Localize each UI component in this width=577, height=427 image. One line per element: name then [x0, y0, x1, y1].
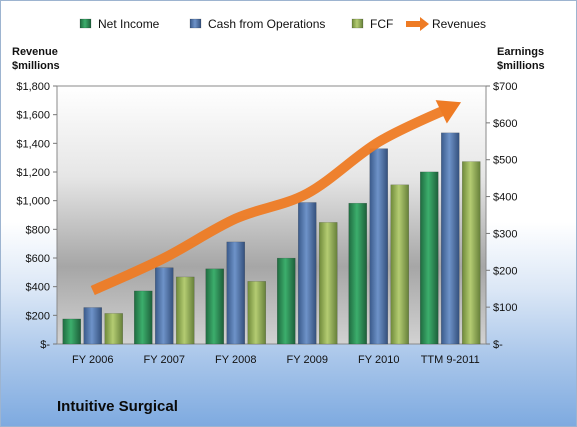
left-tick-label: $800: [26, 224, 50, 236]
bar-net-income: [205, 268, 224, 345]
right-tick-label: $-: [493, 339, 503, 351]
x-axis-ticks: FY 2006 FY 2007 FY 2008 FY 2009 FY 2010 TTM 9…: [72, 354, 480, 366]
bar-fcf: [462, 161, 481, 345]
bar-net-income: [277, 257, 296, 345]
company-name: Intuitive Surgical: [57, 398, 178, 415]
bar-cash-from-operations: [155, 267, 174, 345]
legend-swatch-net-income: [79, 18, 92, 29]
right-tick-label: $100: [493, 302, 517, 314]
right-tick-label: $700: [493, 81, 517, 93]
bar-fcf: [319, 222, 338, 345]
left-tick-label: $1,000: [16, 196, 50, 208]
left-tick-label: $200: [26, 310, 50, 322]
legend-label: Revenues: [432, 17, 486, 31]
right-tick-label: $500: [493, 155, 517, 167]
left-tick-label: $1,600: [16, 110, 50, 122]
right-tick-label: $200: [493, 265, 517, 277]
legend-swatch-cash-from-operations: [189, 18, 202, 29]
bar-net-income: [348, 202, 367, 345]
legend-label: Net Income: [98, 17, 160, 31]
legend-swatch-revenues-arrow: [420, 17, 429, 31]
x-tick-label: TTM 9-2011: [421, 354, 480, 366]
x-tick-label: FY 2010: [358, 354, 399, 366]
bar-cash-from-operations: [298, 202, 317, 345]
bar-net-income: [134, 290, 153, 345]
legend-swatch-fcf: [351, 18, 364, 29]
x-tick-label: FY 2009: [287, 354, 328, 366]
left-axis-title-line2: $millions: [12, 60, 60, 72]
x-tick-label: FY 2008: [215, 354, 256, 366]
bar-fcf: [176, 276, 195, 345]
x-tick-label: FY 2007: [144, 354, 185, 366]
legend: Net Income Cash from Operations FCF Revenue…: [79, 17, 486, 31]
right-axis-title-line1: Earnings: [497, 46, 544, 58]
bar-fcf: [247, 281, 266, 345]
x-tick-label: FY 2006: [72, 354, 113, 366]
bar-series: [62, 132, 481, 345]
bar-cash-from-operations: [83, 307, 102, 345]
left-tick-label: $1,800: [16, 81, 50, 93]
revenue-arrowhead: [435, 100, 462, 124]
revenue-line: [90, 102, 453, 296]
right-tick-label: $600: [493, 118, 517, 130]
left-tick-label: $600: [26, 253, 50, 265]
bar-net-income: [62, 318, 81, 345]
bar-fcf: [390, 184, 409, 345]
left-tick-label: $1,200: [16, 167, 50, 179]
left-axis-ticks: $- $200 $400 $600 $800 $1,000 $1,200 $1,400 $1,6…: [16, 81, 57, 351]
bar-cash-from-operations: [441, 132, 460, 345]
legend-label: Cash from Operations: [208, 17, 325, 31]
bar-cash-from-operations: [226, 241, 245, 345]
right-tick-label: $400: [493, 192, 517, 204]
right-axis-ticks: $- $100 $200 $300 $400 $500 $600 $700: [486, 81, 517, 351]
bar-cash-from-operations: [369, 148, 388, 345]
bar-net-income: [420, 171, 439, 345]
revenue-series: [90, 100, 462, 296]
left-tick-label: $1,400: [16, 138, 50, 150]
legend-label: FCF: [370, 17, 393, 31]
left-tick-label: $-: [40, 339, 50, 351]
bar-fcf: [104, 313, 123, 345]
left-axis-title-line1: Revenue: [12, 46, 58, 58]
right-axis-title-line2: $millions: [497, 60, 545, 72]
left-tick-label: $400: [26, 282, 50, 294]
right-tick-label: $300: [493, 228, 517, 240]
